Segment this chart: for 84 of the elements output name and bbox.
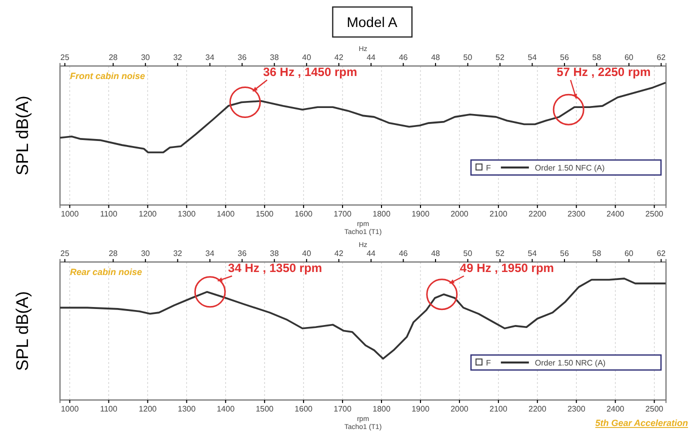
x2-tick-label: 36 <box>238 53 248 62</box>
x-tick-label: 1700 <box>334 404 352 414</box>
text: Rear cabin noise <box>70 267 142 277</box>
x-tick-label: 1200 <box>138 210 158 219</box>
x2-tick-label: 36 <box>238 249 248 258</box>
x2-tick-label: 38 <box>270 249 280 258</box>
x2-tick-label: 62 <box>656 53 666 62</box>
x2-tick-label: 38 <box>270 53 280 62</box>
x2-tick-label: 58 <box>592 53 602 62</box>
x-tick-label: 2400 <box>606 210 625 219</box>
x2-tick-label: 56 <box>560 249 570 258</box>
x-tick-label: 1800 <box>372 210 391 219</box>
chart-title: Model A <box>346 14 398 30</box>
x2-tick-label: 30 <box>140 249 150 258</box>
x-tick-label: 2100 <box>490 404 508 414</box>
annotation: 34 Hz , 1350 rpm <box>228 261 322 275</box>
x-tick-label: 2200 <box>528 404 547 414</box>
annotation: 49 Hz , 1950 rpm <box>460 261 554 275</box>
legend-label: Order 1.50 NFC (A) <box>534 164 606 172</box>
x2-tick-label: 60 <box>624 53 634 62</box>
x2-tick-label: 25 <box>60 249 70 258</box>
x2-tick-label: 52 <box>496 53 505 62</box>
x2-tick-label: 56 <box>560 53 570 62</box>
x2-tick-label: 42 <box>334 53 344 62</box>
x-tick-label: 1500 <box>256 210 274 219</box>
x2-tick-label: 40 <box>302 249 312 258</box>
x2-tick-label: 32 <box>173 249 183 258</box>
x-tick-label: 1500 <box>256 404 274 414</box>
x-tick-label: 1100 <box>100 404 118 414</box>
x2-tick-label: 44 <box>366 249 376 258</box>
x2-tick-label: 54 <box>528 249 538 258</box>
text: Front cabin noise <box>70 71 146 81</box>
annotation: 36 Hz , 1450 rpm <box>263 65 358 79</box>
x-tick-label: 2000 <box>450 210 469 219</box>
x2-tick-label: 25 <box>60 53 70 62</box>
legend-title: F <box>486 164 491 172</box>
x2-tick-label: 42 <box>334 249 344 258</box>
x2-tick-label: 46 <box>398 53 408 62</box>
x2-tick-label: 30 <box>140 53 150 62</box>
x-tick-label: 2100 <box>490 210 508 219</box>
x-tick-label: 1000 <box>60 404 80 414</box>
x2-tick-label: 58 <box>592 249 602 258</box>
x-tick-label: 1600 <box>294 210 314 219</box>
x-tick-label: 2000 <box>450 404 469 414</box>
x2-tick-label: 48 <box>431 249 441 258</box>
legend-label: Order 1.50 NRC (A) <box>534 358 606 368</box>
annotation: 57 Hz , 2250 rpm <box>556 65 651 79</box>
x-tick-label: 1200 <box>138 404 158 414</box>
x-tick-label: 1100 <box>100 210 118 219</box>
x-tick-label: 1600 <box>294 404 314 414</box>
x-tick-label: 2400 <box>606 404 625 414</box>
x2-tick-label: 52 <box>496 249 505 258</box>
x-tick-label: 1400 <box>216 210 236 219</box>
x2-tick-label: 28 <box>108 53 118 62</box>
x-tick-label: 2300 <box>567 404 586 414</box>
x2-tick-label: 44 <box>366 53 376 62</box>
x2-tick-label: 46 <box>398 249 408 258</box>
x-tick-label: 1300 <box>178 404 196 414</box>
x2-tick-label: 48 <box>431 53 441 62</box>
x2-tick-label: 34 <box>205 53 215 62</box>
x2-tick-label: 34 <box>205 249 215 258</box>
y-axis-title: SPL dB(A) <box>13 96 32 176</box>
x2-tick-label: 50 <box>463 53 473 62</box>
x-tick-label: 2500 <box>645 404 664 414</box>
x2-tick-label: 28 <box>108 249 118 258</box>
x-tick-label: 2200 <box>528 210 547 219</box>
x-tick-label: 1700 <box>334 210 352 219</box>
legend-title: F <box>486 358 491 368</box>
x2-tick-label: 40 <box>302 53 312 62</box>
x2-tick-label: 32 <box>173 53 183 62</box>
x-tick-label: 1900 <box>412 404 430 414</box>
x2-tick-label: 50 <box>463 249 473 258</box>
x-tick-label: 1400 <box>216 404 236 414</box>
x-tick-label: 1900 <box>412 210 430 219</box>
x-tick-label: 1800 <box>372 404 391 414</box>
x2-tick-label: 60 <box>624 249 634 258</box>
x-tick-label: 1000 <box>60 210 80 219</box>
text: 5th Gear Acceleration <box>595 418 688 428</box>
x2-tick-label: 62 <box>656 249 666 258</box>
x-tick-label: 1300 <box>178 210 196 219</box>
x2-tick-label: 54 <box>528 53 538 62</box>
x-tick-label: 2500 <box>645 210 664 219</box>
x-tick-label: 2300 <box>567 210 586 219</box>
y-axis-title: SPL dB(A) <box>13 291 32 371</box>
